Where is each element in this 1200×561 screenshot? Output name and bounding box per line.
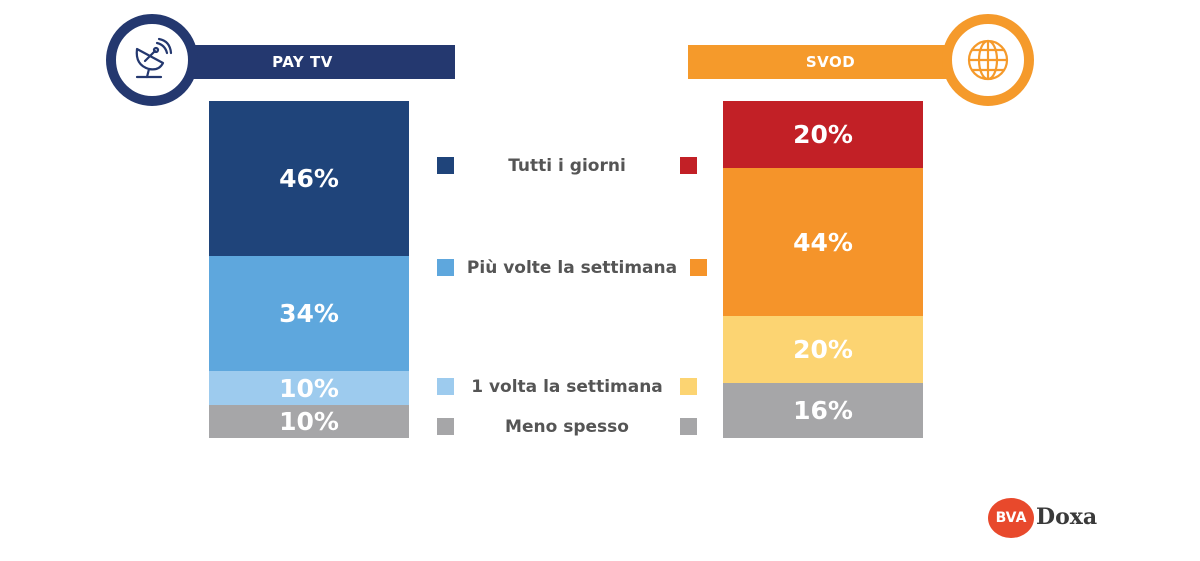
paytv-icon-badge (106, 14, 198, 106)
paytv-header: PAY TV (150, 45, 455, 79)
svod-header: SVOD (688, 45, 973, 79)
globe-icon (967, 39, 1009, 81)
bar-segment: 20% (723, 316, 923, 383)
bar-segment: 44% (723, 168, 923, 316)
satellite-dish-icon (135, 37, 173, 79)
bar-value-label: 20% (793, 335, 853, 364)
legend-label: 1 volta la settimana (471, 377, 663, 397)
legend-swatch-paytv (437, 378, 454, 395)
bar-segment: 46% (209, 101, 409, 256)
legend-item: Tutti i giorni (437, 156, 697, 176)
bar-segment: 34% (209, 256, 409, 371)
bar-value-label: 10% (279, 407, 339, 436)
paytv-stacked-bar: 46% 34% 10% 10% (209, 101, 409, 438)
legend-swatch-svod (680, 418, 697, 435)
svod-icon-badge (942, 14, 1034, 106)
legend-swatch-paytv (437, 259, 454, 276)
bar-value-label: 34% (279, 299, 339, 328)
legend-label: Tutti i giorni (508, 156, 626, 176)
legend-swatch-paytv (437, 157, 454, 174)
legend-label: Più volte la settimana (466, 258, 678, 278)
legend-item: Meno spesso (437, 417, 697, 437)
svod-stacked-bar: 20% 44% 20% 16% (723, 101, 923, 438)
logo-text: Doxa (1036, 504, 1098, 530)
bva-doxa-logo: BVA Doxa (988, 498, 1118, 538)
legend-swatch-svod (680, 157, 697, 174)
bar-segment: 20% (723, 101, 923, 168)
bar-value-label: 44% (793, 227, 853, 257)
bar-value-label: 16% (793, 396, 853, 425)
legend-swatch-svod (680, 378, 697, 395)
legend-label: Meno spesso (505, 417, 629, 437)
bar-segment: 16% (723, 383, 923, 438)
legend-swatch-paytv (437, 418, 454, 435)
legend-item: 1 volta la settimana (437, 377, 697, 397)
legend-swatch-svod (690, 259, 707, 276)
bar-segment: 10% (209, 371, 409, 405)
logo-badge: BVA (988, 498, 1034, 538)
legend-item: Più volte la settimana (437, 258, 707, 278)
bar-value-label: 20% (793, 120, 853, 149)
bar-value-label: 46% (279, 164, 339, 193)
bar-value-label: 10% (279, 373, 339, 403)
bar-segment: 10% (209, 405, 409, 438)
